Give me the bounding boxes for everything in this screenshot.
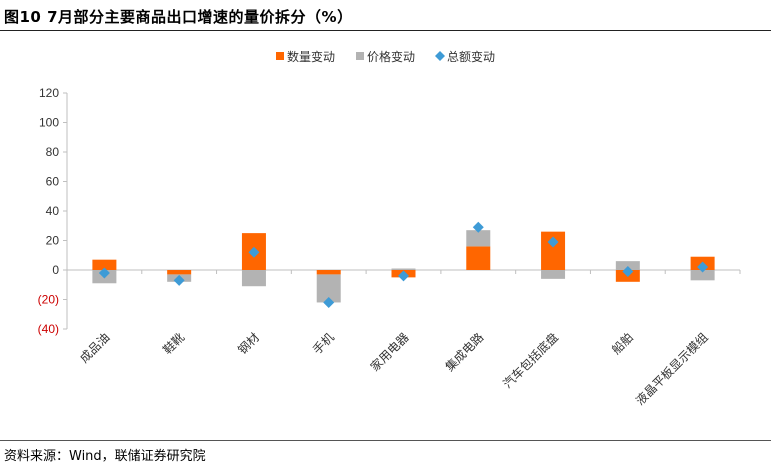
bar-quantity xyxy=(92,259,117,270)
y-axis: 120 100 80 60 40 20 0 (20) (40) xyxy=(38,86,741,336)
y-tick-label: 100 xyxy=(39,116,59,130)
category-label: 液晶平板显示模组 xyxy=(632,330,710,408)
bar-quantity xyxy=(466,246,491,270)
y-tick-label: (20) xyxy=(38,293,59,307)
bottom-rule xyxy=(0,440,771,441)
category-label: 钢材 xyxy=(235,330,262,357)
y-tick-label: (40) xyxy=(38,322,59,336)
legend-swatch-price xyxy=(356,52,364,60)
category-label: 船舶 xyxy=(608,330,636,358)
total-marker xyxy=(323,296,335,308)
category-label: 成品油 xyxy=(77,330,112,365)
legend-swatch-total xyxy=(435,51,445,61)
total-marker xyxy=(472,221,484,233)
bar-quantity xyxy=(167,270,192,275)
y-tick-label: 40 xyxy=(46,204,60,218)
legend-label-total: 总额变动 xyxy=(447,49,495,64)
category-label: 集成电路 xyxy=(442,330,487,375)
source-note: 资料来源：Wind，联储证券研究院 xyxy=(4,449,206,464)
legend: 数量变动 价格变动 总额变动 xyxy=(276,49,495,64)
y-tick-label: 0 xyxy=(52,263,59,277)
y-tick-label: 20 xyxy=(46,234,60,248)
category-label: 手机 xyxy=(310,330,337,357)
bar-price xyxy=(241,270,266,287)
bar-chart: 数量变动 价格变动 总额变动 120 100 80 60 40 20 0 (20) (40) 成品油… xyxy=(38,49,741,408)
bar-price xyxy=(391,268,416,270)
y-tick-label: 80 xyxy=(46,145,60,159)
top-rule xyxy=(0,30,771,31)
total-markers xyxy=(98,221,709,308)
bar-price xyxy=(690,270,715,281)
chart-title: 图10 7月部分主要商品出口增速的量价拆分（%） xyxy=(4,8,353,26)
total-marker xyxy=(173,274,185,286)
total-marker xyxy=(622,265,634,277)
total-marker xyxy=(697,261,709,273)
bar-quantity xyxy=(316,270,341,275)
total-marker xyxy=(398,270,409,282)
bars xyxy=(92,230,715,303)
bar-price xyxy=(615,261,640,270)
legend-label-price: 价格变动 xyxy=(367,49,415,64)
category-label: 家用电器 xyxy=(367,330,412,375)
total-marker xyxy=(248,246,260,258)
category-label: 汽车包括底盘 xyxy=(500,330,562,392)
y-tick-label: 120 xyxy=(39,86,59,100)
legend-label-quantity: 数量变动 xyxy=(287,49,335,64)
total-marker xyxy=(98,267,110,279)
bar-price xyxy=(541,270,566,279)
legend-swatch-quantity xyxy=(276,52,284,60)
y-tick-label: 60 xyxy=(46,175,60,189)
bar-price xyxy=(466,230,491,247)
category-label: 鞋靴 xyxy=(160,330,188,358)
total-marker xyxy=(547,236,559,248)
